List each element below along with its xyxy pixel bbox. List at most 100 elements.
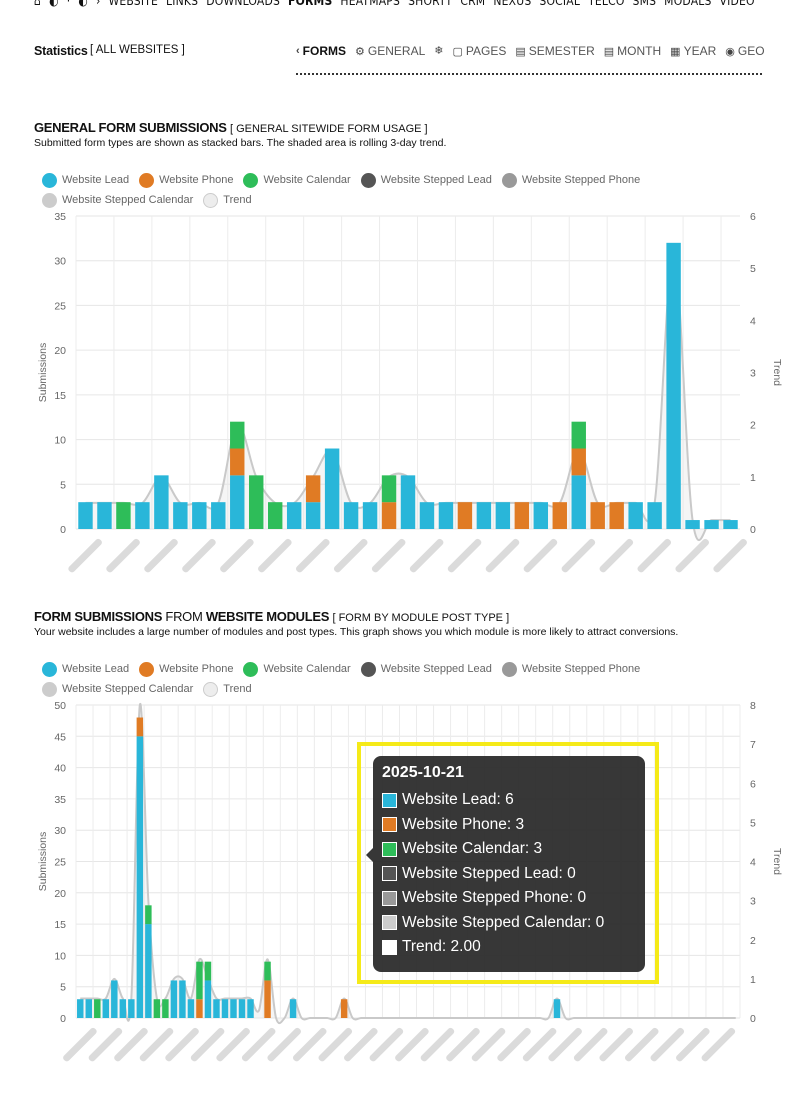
y2-tick-label: 6 (750, 211, 756, 223)
y-tick-label: 15 (54, 390, 66, 402)
topnav-item-links[interactable]: LINKS (166, 0, 199, 8)
legend-label: Website Phone (159, 663, 234, 675)
tab-semester[interactable]: ▤ SEMESTER (515, 44, 594, 58)
tab-year[interactable]: ▦ YEAR (670, 44, 716, 58)
legend-swatch (360, 661, 376, 677)
topnav-item-forms[interactable]: FORMS (288, 0, 333, 8)
x-tick-label (447, 538, 482, 573)
tab-pages[interactable]: ▢ PAGES (452, 44, 506, 58)
bar-segment (685, 520, 700, 529)
bar-segment (249, 475, 264, 529)
bar-segment (136, 717, 144, 737)
legend-item-website-phone[interactable]: Website Phone (139, 661, 234, 677)
legend-item-trend[interactable]: Trend (203, 192, 252, 208)
section-title: FORM SUBMISSIONS FROM WEBSITE MODULES [ … (34, 609, 774, 624)
legend-item-website-lead[interactable]: Website Lead (42, 172, 129, 188)
bar-segment (179, 980, 186, 1018)
y-tick-label: 45 (54, 731, 66, 743)
bar-segment (247, 999, 254, 1018)
site-icon[interactable]: ◐ (78, 0, 88, 8)
legend-row: Website Lead Website Phone Website Calenda… (42, 170, 762, 190)
bar-segment (723, 520, 738, 529)
section-description: Submitted form types are shown as stacke… (34, 137, 447, 149)
legend-label: Website Stepped Lead (380, 663, 492, 675)
x-tick-label (369, 1027, 404, 1062)
legend-swatch (203, 192, 219, 208)
x-tick-label (650, 1027, 685, 1062)
bar-segment (362, 502, 378, 529)
tab-geo[interactable]: ◉ GEO (725, 44, 764, 58)
legend-item-website-stepped-calendar[interactable]: Website Stepped Calendar (42, 192, 194, 208)
bar-segment (238, 999, 246, 1018)
chart1-legend: Website Lead Website Phone Website Calenda… (42, 170, 762, 210)
legend-item-website-stepped-phone[interactable]: Website Stepped Phone (501, 661, 640, 677)
tooltip-swatch (382, 817, 397, 833)
bar-segment (170, 980, 178, 1018)
trend-area (85, 250, 731, 541)
site-icon[interactable]: ◐ (49, 0, 59, 8)
topnav-item-website[interactable]: WEBSITE (108, 0, 159, 8)
y-tick-label: 35 (54, 211, 66, 223)
legend-item-website-stepped-calendar[interactable]: Website Stepped Calendar (42, 681, 193, 697)
bar-segment (381, 475, 397, 503)
section-title: GENERAL FORM SUBMISSIONS [ GENERAL SITEW… (34, 120, 774, 135)
legend-item-website-calendar[interactable]: Website Calendar (243, 172, 351, 188)
legend-item-website-lead[interactable]: Website Lead (42, 661, 129, 677)
tab-label: PAGES (465, 44, 507, 58)
y2-axis-title: Trend (771, 359, 783, 386)
topnav-item-social[interactable]: SOCIAL (539, 0, 581, 8)
tooltip-row-label: Website Stepped Lead: 0 (402, 864, 576, 882)
topnav-item-downloads[interactable]: DOWNLOADS (206, 0, 281, 8)
topnav-item-sms[interactable]: SMS (632, 0, 657, 8)
legend-swatch (42, 681, 57, 697)
x-tick-label (485, 538, 520, 573)
tooltip-row: Trend: 2.00 (382, 935, 636, 960)
x-tick-label (63, 1027, 97, 1062)
x-tick-label (68, 538, 102, 573)
topnav-item-video[interactable]: VIDEO (719, 0, 755, 8)
x-tick-label (333, 538, 368, 573)
x-tick-label (395, 1027, 429, 1062)
tab-icon-2[interactable]: ❄ (434, 44, 443, 57)
legend-label: Website Calendar (263, 663, 351, 675)
legend-item-website-calendar[interactable]: Website Calendar (243, 661, 351, 677)
tab-label: YEAR (683, 44, 717, 58)
chart2-legend: Website Lead Website Phone Website Calenda… (42, 659, 762, 699)
chevron-right-icon: › (95, 0, 101, 8)
y-tick-label: 20 (54, 888, 66, 900)
legend-item-website-stepped-phone[interactable]: Website Stepped Phone (501, 172, 640, 188)
bar-segment (230, 999, 237, 1018)
x-tick-label (548, 1027, 582, 1062)
bar-segment (438, 502, 454, 529)
tab-general[interactable]: ⚙ GENERAL (355, 44, 425, 58)
topnav-item-heatmaps[interactable]: HEATMAPS (340, 0, 401, 8)
gear-icon: ⚙ (355, 45, 365, 58)
bar-segment (305, 475, 321, 503)
x-tick-label (292, 1027, 327, 1062)
tab-forms[interactable]: ‹ FORMS (296, 44, 346, 58)
x-tick-label (676, 1027, 710, 1062)
snowflake-icon: ❄ (434, 45, 444, 57)
page-icon: ▢ (452, 45, 463, 58)
tab-month[interactable]: ▤ MONTH (604, 44, 661, 58)
topnav-item-shortt[interactable]: SHORTT (408, 0, 453, 8)
legend-item-trend[interactable]: Trend (203, 681, 252, 697)
topnav-item-modals[interactable]: MODALS (664, 0, 712, 8)
legend-label: Website Stepped Calendar (62, 194, 194, 206)
tab-label: FORMS (302, 44, 347, 58)
topnav-item-telco[interactable]: TELCO (588, 0, 625, 8)
legend-item-website-phone[interactable]: Website Phone (139, 172, 233, 188)
x-tick-label (624, 1027, 659, 1062)
topnav-item-nexus[interactable]: NEXUS (493, 0, 532, 8)
legend-swatch (243, 172, 259, 188)
home-icon[interactable]: ⌂ (34, 0, 42, 8)
topnav-item-crm[interactable]: CRM (460, 0, 486, 8)
legend-item-website-stepped-lead[interactable]: Website Stepped Lead (360, 172, 492, 188)
legend-item-website-stepped-lead[interactable]: Website Stepped Lead (360, 661, 492, 677)
bar-segment (97, 502, 112, 529)
y-tick-label: 30 (54, 825, 66, 837)
calendar-icon: ▤ (515, 45, 526, 58)
bar-segment (230, 475, 245, 529)
bar-segment (324, 448, 340, 529)
bar-segment (94, 999, 101, 1018)
